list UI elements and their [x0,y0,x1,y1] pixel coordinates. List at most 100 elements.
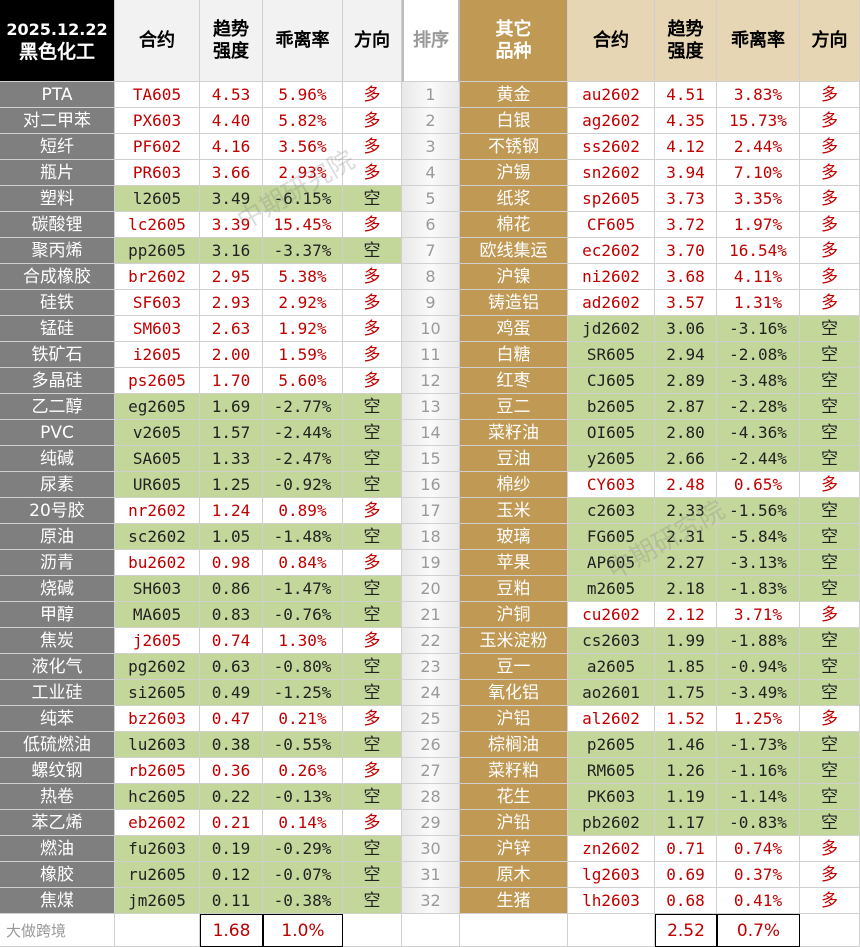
rank: 15 [402,446,460,472]
deviation: -4.36% [717,420,800,446]
deviation: -0.29% [263,836,343,862]
strength: 1.17 [655,810,717,836]
contract: v2605 [115,420,200,446]
contract: RM605 [568,758,655,784]
deviation: 5.82% [263,108,343,134]
product-name: 玻璃 [460,524,568,550]
direction: 空 [343,888,402,914]
header-date-sector: 2025.12.22 黑色化工 [0,0,115,82]
contract: CF605 [568,212,655,238]
contract: pg2602 [115,654,200,680]
deviation: -0.38% [263,888,343,914]
contract: y2605 [568,446,655,472]
direction: 多 [800,602,860,628]
contract: jm2605 [115,888,200,914]
product-name: 原木 [460,862,568,888]
direction: 多 [800,108,860,134]
direction: 空 [800,628,860,654]
product-name: 对二甲苯 [0,108,115,134]
contract: b2605 [568,394,655,420]
product-name: 菜籽粕 [460,758,568,784]
product-name: 花生 [460,784,568,810]
product-name: 碳酸锂 [0,212,115,238]
contract: bz2603 [115,706,200,732]
product-name: 热卷 [0,784,115,810]
header-strength: 趋势 强度 [200,0,263,82]
strength: 3.70 [655,238,717,264]
product-name: 鸡蛋 [460,316,568,342]
deviation: -1.73% [717,732,800,758]
deviation: -0.55% [263,732,343,758]
contract: eb2602 [115,810,200,836]
direction: 多 [800,134,860,160]
strength: 2.31 [655,524,717,550]
product-name: 沪锡 [460,160,568,186]
contract: lc2605 [115,212,200,238]
contract: zn2602 [568,836,655,862]
deviation: -3.49% [717,680,800,706]
contract: PK603 [568,784,655,810]
direction: 空 [343,576,402,602]
direction: 空 [343,654,402,680]
direction: 空 [800,550,860,576]
strength: 3.06 [655,316,717,342]
strength: 0.83 [200,602,263,628]
product-name: 玉米淀粉 [460,628,568,654]
deviation: 0.89% [263,498,343,524]
rank: 20 [402,576,460,602]
rank: 16 [402,472,460,498]
deviation: 1.92% [263,316,343,342]
strength: 1.57 [200,420,263,446]
header-direction: 方向 [800,0,860,82]
product-name: 聚丙烯 [0,238,115,264]
rank: 21 [402,602,460,628]
product-name: PVC [0,420,115,446]
direction: 空 [343,680,402,706]
strength: 1.85 [655,654,717,680]
product-name: 红枣 [460,368,568,394]
deviation: 3.56% [263,134,343,160]
strength: 2.93 [200,290,263,316]
empty [402,914,460,947]
deviation: 7.10% [717,160,800,186]
strength: 3.39 [200,212,263,238]
contract: a2605 [568,654,655,680]
product-name: 豆二 [460,394,568,420]
contract: CY603 [568,472,655,498]
strength: 4.12 [655,134,717,160]
deviation: 2.44% [717,134,800,160]
rank: 8 [402,264,460,290]
strength: 2.87 [655,394,717,420]
direction: 多 [800,238,860,264]
deviation: -2.08% [717,342,800,368]
strength: 3.57 [655,290,717,316]
direction: 多 [800,706,860,732]
strength: 2.00 [200,342,263,368]
rank: 28 [402,784,460,810]
deviation: -1.56% [717,498,800,524]
deviation: -1.25% [263,680,343,706]
product-name: 原油 [0,524,115,550]
strength: 0.12 [200,862,263,888]
direction: 空 [800,732,860,758]
deviation: 15.73% [717,108,800,134]
product-name: PTA [0,82,115,108]
direction: 空 [800,654,860,680]
deviation: -0.80% [263,654,343,680]
contract: UR605 [115,472,200,498]
avg-deviation: 1.0% [263,914,343,947]
product-name: 玉米 [460,498,568,524]
strength: 0.63 [200,654,263,680]
direction: 多 [800,264,860,290]
direction: 空 [800,784,860,810]
strength: 0.86 [200,576,263,602]
direction: 空 [800,394,860,420]
contract: cs2603 [568,628,655,654]
direction: 空 [343,186,402,212]
product-name: 氧化铝 [460,680,568,706]
strength: 0.71 [655,836,717,862]
deviation: -1.48% [263,524,343,550]
product-name: 低硫燃油 [0,732,115,758]
product-name: 硅铁 [0,290,115,316]
direction: 多 [343,628,402,654]
